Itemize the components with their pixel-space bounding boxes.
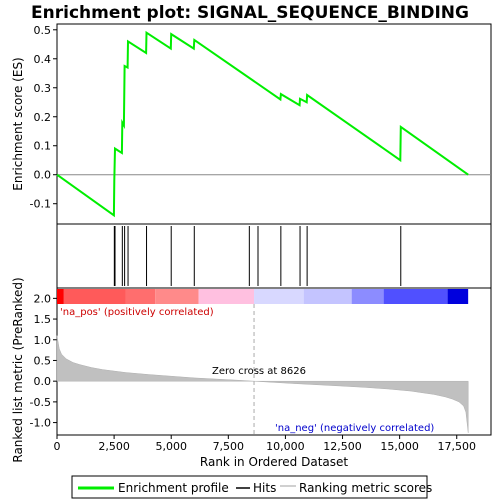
color-bar-segment bbox=[351, 289, 384, 304]
legend-label-metric: Ranking metric scores bbox=[299, 481, 432, 495]
ranking-metric-area bbox=[56, 335, 469, 433]
metric-y-tick-label: 0.5 bbox=[34, 354, 52, 367]
metric-y-tick-label: 1.0 bbox=[34, 334, 52, 347]
metric-axis-label: Ranked list metric (PreRanked) bbox=[11, 277, 25, 462]
hits-panel bbox=[113, 226, 402, 286]
x-axis-label: Rank in Ordered Dataset bbox=[200, 455, 348, 469]
color-bar-segment bbox=[125, 289, 156, 304]
metric-y-tick-label: 0.0 bbox=[34, 375, 52, 388]
metric-y-tick-label: 1.5 bbox=[34, 313, 52, 326]
x-tick-label: 2,500 bbox=[98, 440, 130, 453]
x-tick-label: 5,000 bbox=[155, 440, 187, 453]
rank-color-bar bbox=[57, 289, 469, 304]
neg-label: 'na_neg' (negatively correlated) bbox=[275, 423, 434, 434]
x-tick-label: 17,500 bbox=[437, 440, 476, 453]
es-y-tick-label: 0.1 bbox=[34, 140, 52, 153]
color-bar-segment bbox=[383, 289, 448, 304]
metric-y-tick-label: -0.5 bbox=[30, 396, 51, 409]
x-tick-label: 15,000 bbox=[380, 440, 419, 453]
es-panel: -0.1 0.0 0.1 0.2 0.3 0.4 0.5 bbox=[30, 24, 491, 218]
metric-panel: -1.0 -0.5 0.0 0.5 1.0 1.5 2.0 0 2,500 5,000 7,500 1… bbox=[30, 292, 476, 453]
x-tick-label: 7,500 bbox=[213, 440, 245, 453]
color-bar-segment bbox=[155, 289, 199, 304]
legend-label-enrichment: Enrichment profile bbox=[118, 481, 229, 495]
es-axis-label: Enrichment score (ES) bbox=[11, 57, 25, 190]
color-bar-segment bbox=[303, 289, 352, 304]
color-bar-segment bbox=[63, 289, 126, 304]
x-tick-label: 12,500 bbox=[323, 440, 362, 453]
legend: Enrichment profile Hits Ranking metric s… bbox=[71, 475, 432, 499]
pos-label: 'na_pos' (positively correlated) bbox=[60, 307, 214, 318]
zero-cross-label: Zero cross at 8626 bbox=[212, 366, 306, 377]
es-y-tick-label: 0.5 bbox=[34, 24, 52, 37]
color-bar-segment bbox=[447, 289, 469, 304]
es-y-tick-label: 0.2 bbox=[34, 111, 52, 124]
chart-title: Enrichment plot: SIGNAL_SEQUENCE_BINDING bbox=[31, 3, 469, 23]
x-tick-label: 0 bbox=[54, 440, 61, 453]
legend-frame bbox=[71, 475, 428, 499]
es-y-tick-label: 0.4 bbox=[34, 53, 52, 66]
color-bar-segment bbox=[198, 289, 255, 304]
metric-y-tick-label: -1.0 bbox=[30, 417, 51, 430]
es-y-tick-label: 0.3 bbox=[34, 82, 52, 95]
metric-y-tick-label: 2.0 bbox=[34, 292, 52, 305]
es-y-tick-label: -0.1 bbox=[30, 198, 51, 211]
color-bar-segment bbox=[254, 289, 304, 304]
legend-label-hits: Hits bbox=[253, 481, 276, 495]
enrichment-profile-line bbox=[56, 30, 469, 218]
x-tick-label: 10,000 bbox=[266, 440, 305, 453]
es-y-tick-label: 0.0 bbox=[34, 169, 52, 182]
color-bar-segment bbox=[57, 289, 64, 304]
